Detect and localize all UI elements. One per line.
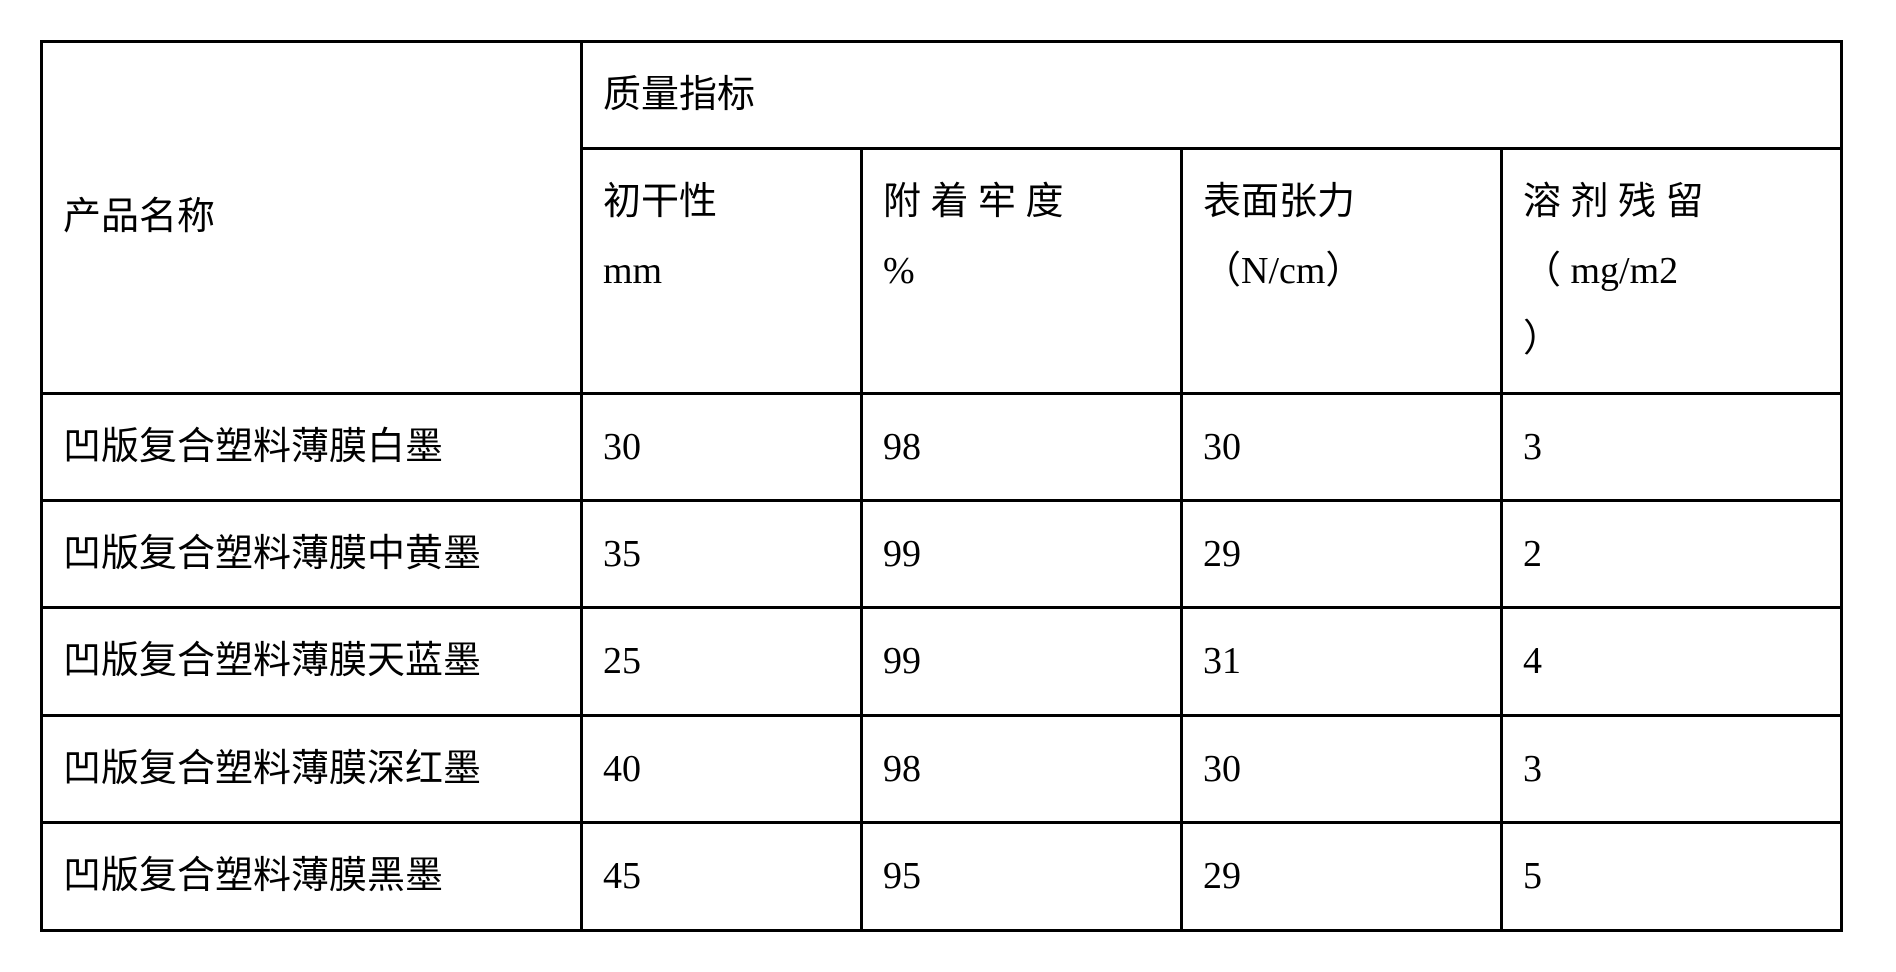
cell-v2: 99 (862, 500, 1182, 607)
cell-v4: 2 (1502, 500, 1842, 607)
cell-v1: 30 (582, 393, 862, 500)
cell-v4: 3 (1502, 715, 1842, 822)
cell-v3: 29 (1182, 500, 1502, 607)
cell-v4: 3 (1502, 393, 1842, 500)
cell-v2: 98 (862, 393, 1182, 500)
header-row-1: 产品名称 质量指标 (42, 42, 1842, 149)
header-col3: 表面张力 （N/cm） (1182, 149, 1502, 393)
cell-v2: 95 (862, 823, 1182, 930)
header-col2-l2: % (883, 250, 915, 292)
header-product-name: 产品名称 (42, 42, 582, 394)
header-col4-l1: 溶 剂 残 留 (1523, 181, 1704, 223)
cell-v2: 98 (862, 715, 1182, 822)
table-row: 凹版复合塑料薄膜深红墨 40 98 30 3 (42, 715, 1842, 822)
cell-name: 凹版复合塑料薄膜深红墨 (42, 715, 582, 822)
header-col4-l3: ） (1523, 318, 1561, 360)
header-col1-l2: mm (603, 250, 662, 292)
header-col3-l2: （N/cm） (1203, 250, 1363, 292)
cell-v3: 30 (1182, 715, 1502, 822)
header-col2: 附 着 牢 度 % (862, 149, 1182, 393)
cell-v4: 4 (1502, 608, 1842, 715)
table-row: 凹版复合塑料薄膜天蓝墨 25 99 31 4 (42, 608, 1842, 715)
cell-name: 凹版复合塑料薄膜中黄墨 (42, 500, 582, 607)
cell-v3: 31 (1182, 608, 1502, 715)
cell-v1: 35 (582, 500, 862, 607)
header-col4: 溶 剂 残 留 （ mg/m2 ） (1502, 149, 1842, 393)
cell-v2: 99 (862, 608, 1182, 715)
header-col2-l1: 附 着 牢 度 (883, 181, 1064, 223)
quality-table: 产品名称 质量指标 初干性 mm 附 着 牢 度 % 表面张力 （N/cm） 溶… (40, 40, 1843, 932)
cell-v1: 25 (582, 608, 862, 715)
table-row: 凹版复合塑料薄膜中黄墨 35 99 29 2 (42, 500, 1842, 607)
cell-v3: 29 (1182, 823, 1502, 930)
header-col1-l1: 初干性 (603, 181, 717, 223)
header-col3-l1: 表面张力 (1203, 181, 1355, 223)
cell-name: 凹版复合塑料薄膜天蓝墨 (42, 608, 582, 715)
table-row: 凹版复合塑料薄膜黑墨 45 95 29 5 (42, 823, 1842, 930)
cell-v1: 40 (582, 715, 862, 822)
header-quality-text: 质量指标 (603, 74, 755, 116)
cell-v1: 45 (582, 823, 862, 930)
header-col1: 初干性 mm (582, 149, 862, 393)
table-row: 凹版复合塑料薄膜白墨 30 98 30 3 (42, 393, 1842, 500)
cell-v4: 5 (1502, 823, 1842, 930)
header-product-name-text: 产品名称 (63, 196, 215, 238)
cell-name: 凹版复合塑料薄膜黑墨 (42, 823, 582, 930)
header-col4-l2: （ mg/m2 (1523, 250, 1678, 292)
header-quality: 质量指标 (582, 42, 1842, 149)
cell-v3: 30 (1182, 393, 1502, 500)
cell-name: 凹版复合塑料薄膜白墨 (42, 393, 582, 500)
